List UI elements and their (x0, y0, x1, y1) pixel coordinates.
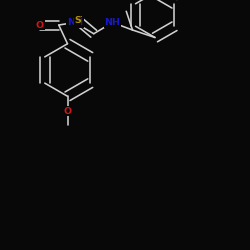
Text: NH: NH (104, 18, 120, 27)
Text: O: O (64, 107, 72, 116)
Text: S: S (74, 16, 81, 24)
Text: NH: NH (67, 18, 83, 27)
Text: O: O (36, 20, 44, 30)
